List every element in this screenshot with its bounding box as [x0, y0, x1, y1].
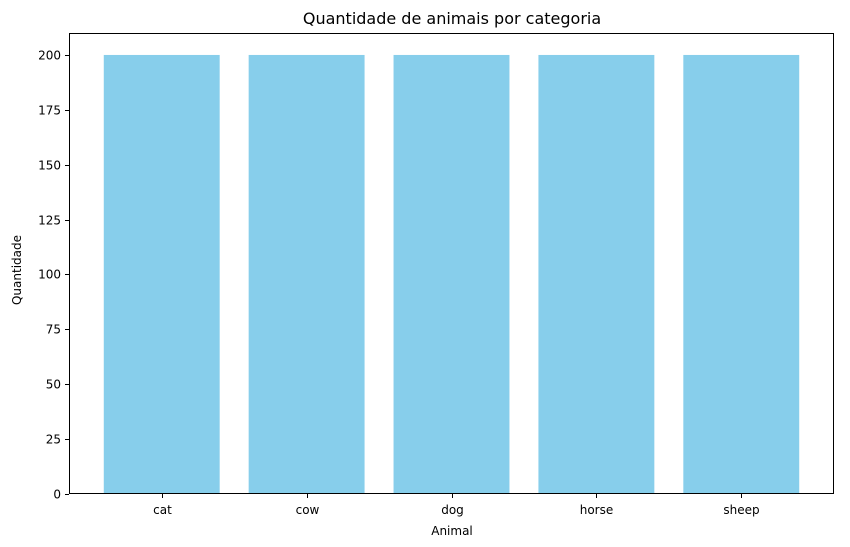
y-tick-label: 50: [46, 378, 61, 392]
y-tick-label: 125: [38, 214, 61, 228]
plot-frame: [69, 33, 834, 494]
chart-title: Quantidade de animais por categoria: [303, 9, 601, 28]
bar-dog: [393, 54, 510, 494]
y-tick-label: 150: [38, 159, 61, 173]
x-axis-label: Animal: [431, 524, 473, 538]
plot-border: [69, 33, 834, 494]
x-axis: cat cow dog horse sheep: [153, 494, 760, 517]
y-tick-label: 75: [46, 323, 61, 337]
y-axis-label: Quantidade: [10, 235, 24, 305]
bar-cow: [248, 54, 365, 494]
x-tick-label-sheep: sheep: [723, 503, 759, 517]
x-tick-label-cat: cat: [153, 503, 172, 517]
y-tick-label: 200: [38, 49, 61, 63]
x-tick-label-dog: dog: [441, 503, 464, 517]
y-tick-label: 0: [53, 488, 61, 502]
y-axis: 0 25 50 75 100 125 150 175 200: [38, 49, 69, 502]
plot-area: 0 25 50 75 100 125 150 175 200 cat cow dog horse she…: [38, 33, 834, 517]
y-tick-label: 175: [38, 104, 61, 118]
y-tick-label: 25: [46, 433, 61, 447]
x-tick-label-horse: horse: [580, 503, 614, 517]
bar-horse: [538, 54, 655, 494]
x-tick-label-cow: cow: [296, 503, 320, 517]
y-tick-label: 100: [38, 268, 61, 282]
bar-cat: [103, 54, 220, 494]
bars: [103, 54, 800, 494]
bar-sheep: [683, 54, 800, 494]
